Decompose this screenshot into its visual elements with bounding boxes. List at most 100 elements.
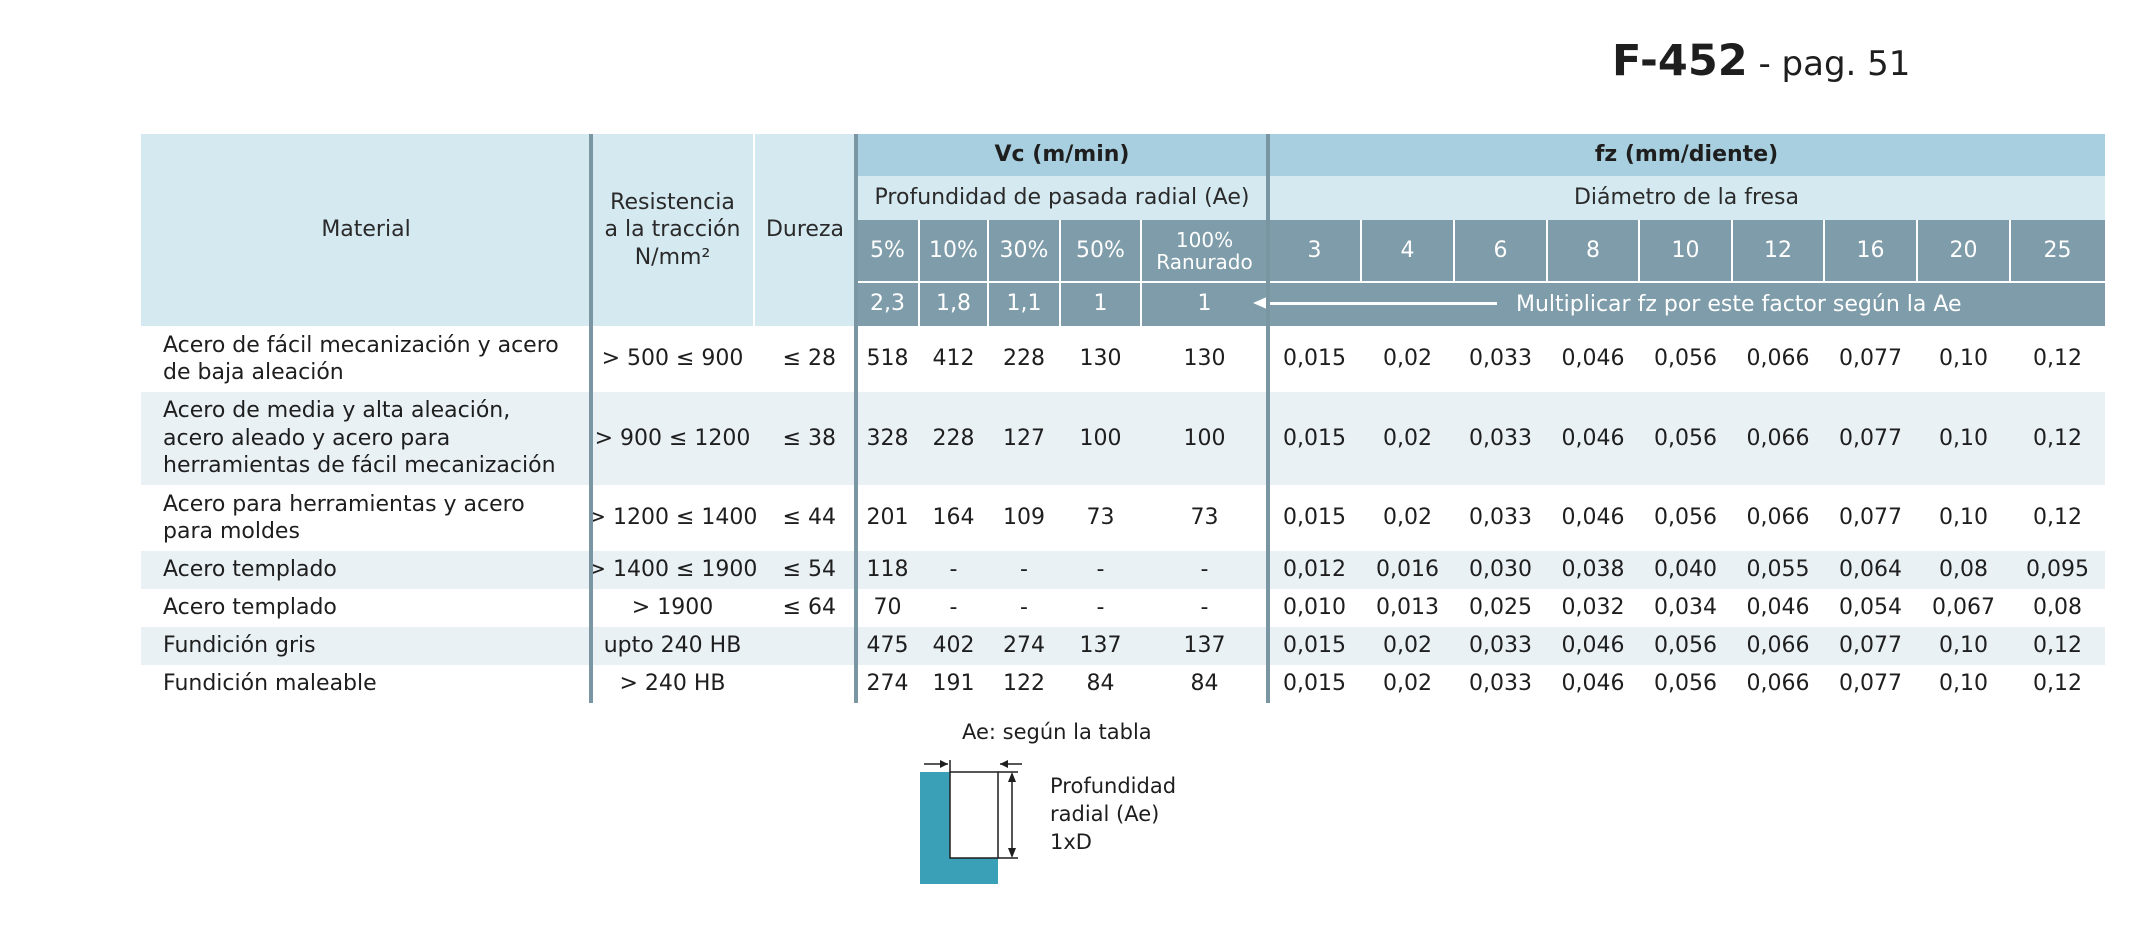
row-fz-value: 0,02 — [1383, 425, 1432, 451]
row-resistencia: > 900 ≤ 1200 — [594, 425, 751, 451]
row-fz-value: 0,12 — [2033, 633, 2082, 659]
row-vc-value: 191 — [932, 671, 975, 697]
row-fz-value: 0,015 — [1283, 633, 1346, 659]
header-diam-col: 3 — [1268, 220, 1361, 282]
header-material: Material — [141, 134, 591, 326]
header-ae-col: 50% — [1060, 220, 1141, 282]
factor-note: Multiplicar fz por este factor según la … — [1516, 291, 1962, 317]
header-separator — [918, 220, 920, 282]
row-fz-value: 0,056 — [1654, 346, 1717, 372]
row-fz-value: 0,066 — [1746, 425, 1810, 451]
row-fz-value: 0,08 — [1939, 557, 1988, 583]
header-ae-factor: 1 — [1141, 282, 1268, 326]
header-diam-col: 8 — [1547, 220, 1639, 282]
row-fz-value: 0,12 — [2033, 505, 2082, 531]
row-resistencia: upto 240 HB — [603, 633, 742, 659]
row-vc-value: 228 — [932, 425, 975, 451]
row-fz-value: 0,033 — [1469, 505, 1532, 531]
row-vc-value: 127 — [1003, 425, 1045, 451]
depth-label-1: Profundidad — [1050, 774, 1177, 798]
row-vc-value: 518 — [866, 346, 909, 372]
row-vc-value: 118 — [866, 557, 909, 583]
header-diametro: Diámetro de la fresa — [1268, 176, 2105, 220]
column-divider — [589, 134, 593, 703]
row-fz-value: 0,010 — [1283, 595, 1346, 621]
header-diam-col: 6 — [1454, 220, 1547, 282]
row-fz-value: 0,077 — [1839, 633, 1902, 659]
row-dureza: ≤ 44 — [782, 505, 836, 531]
row-fz-value: 0,012 — [1283, 557, 1346, 583]
row-fz-value: 0,034 — [1654, 595, 1717, 621]
header-ae-col: 100% Ranurado — [1141, 220, 1268, 282]
depth-label-2: radial (Ae) — [1050, 802, 1160, 826]
row-dureza — [754, 627, 856, 665]
header-separator — [1059, 282, 1061, 326]
header-ae-factor: 1,8 — [919, 282, 988, 326]
row-fz-value: 0,055 — [1746, 557, 1810, 583]
header-separator — [1916, 220, 1918, 282]
row-vc-value: - — [1096, 595, 1105, 621]
header-separator — [1360, 220, 1362, 282]
slot-drawing — [920, 760, 1022, 884]
row-vc-value: 100 — [1079, 425, 1122, 451]
header-separator — [2009, 220, 2011, 282]
row-vc-value: 164 — [932, 505, 975, 531]
row-fz-value: 0,040 — [1654, 557, 1717, 583]
header-separator — [987, 282, 989, 326]
row-fz-value: 0,10 — [1939, 346, 1988, 372]
tool-outline — [949, 771, 999, 859]
header-ae-col: 5% — [856, 220, 919, 282]
row-fz-value: 0,10 — [1939, 671, 1988, 697]
header-vc: Vc (m/min) — [856, 134, 1268, 176]
row-fz-value: 0,054 — [1839, 595, 1902, 621]
row-vc-value: 402 — [932, 633, 975, 659]
header-ae-col: 30% — [988, 220, 1060, 282]
row-material: Acero de media y alta aleación, acero al… — [163, 398, 556, 479]
row-material: Acero templado — [163, 557, 337, 583]
row-vc-value: - — [1200, 557, 1209, 583]
header-dureza: Dureza — [754, 134, 856, 326]
row-fz-value: 0,056 — [1654, 425, 1717, 451]
header-ae-col: 10% — [919, 220, 988, 282]
row-vc-value: - — [1020, 557, 1028, 583]
row-fz-value: 0,016 — [1376, 557, 1439, 583]
row-fz-value: 0,015 — [1283, 425, 1346, 451]
row-dureza — [754, 665, 856, 703]
arrow-left-icon — [1253, 296, 1269, 310]
header-separator — [1140, 220, 1142, 282]
row-fz-value: 0,10 — [1939, 505, 1988, 531]
column-divider — [1266, 134, 1270, 703]
row-vc-value: 274 — [866, 671, 909, 697]
header-separator — [1638, 220, 1640, 282]
row-vc-value: 328 — [866, 425, 909, 451]
row-dureza: ≤ 64 — [782, 595, 836, 621]
header-separator — [1731, 220, 1733, 282]
header-diam-col: 25 — [2010, 220, 2105, 282]
header-separator — [1546, 220, 1548, 282]
row-fz-value: 0,077 — [1839, 425, 1902, 451]
row-fz-value: 0,02 — [1383, 505, 1432, 531]
depth-label-3: 1xD — [1050, 830, 1092, 854]
document-code: F-452 — [1612, 36, 1748, 86]
table-row — [141, 551, 2105, 589]
row-fz-value: 0,015 — [1283, 671, 1346, 697]
row-fz-value: 0,02 — [1383, 633, 1432, 659]
row-fz-value: 0,077 — [1839, 346, 1902, 372]
row-vc-value: 109 — [1003, 505, 1045, 531]
row-fz-value: 0,046 — [1561, 671, 1625, 697]
header-diam-col: 4 — [1361, 220, 1454, 282]
row-vc-value: 412 — [932, 346, 975, 372]
row-fz-value: 0,12 — [2033, 671, 2082, 697]
row-vc-value: - — [949, 557, 958, 583]
row-material: Acero para herramientas y acero para mol… — [163, 491, 525, 545]
header-profundidad: Profundidad de pasada radial (Ae) — [856, 176, 1268, 220]
row-fz-value: 0,013 — [1376, 595, 1439, 621]
row-fz-value: 0,02 — [1383, 671, 1432, 697]
row-fz-value: 0,033 — [1469, 633, 1532, 659]
arrow-line — [1267, 302, 1497, 305]
row-material: Fundición maleable — [163, 671, 377, 697]
radial-depth-diagram: Ae: según la tabla Profundidad radial (A… — [900, 718, 1220, 898]
row-fz-value: 0,066 — [1746, 346, 1810, 372]
row-vc-value: - — [1020, 595, 1028, 621]
header-separator — [1453, 220, 1455, 282]
